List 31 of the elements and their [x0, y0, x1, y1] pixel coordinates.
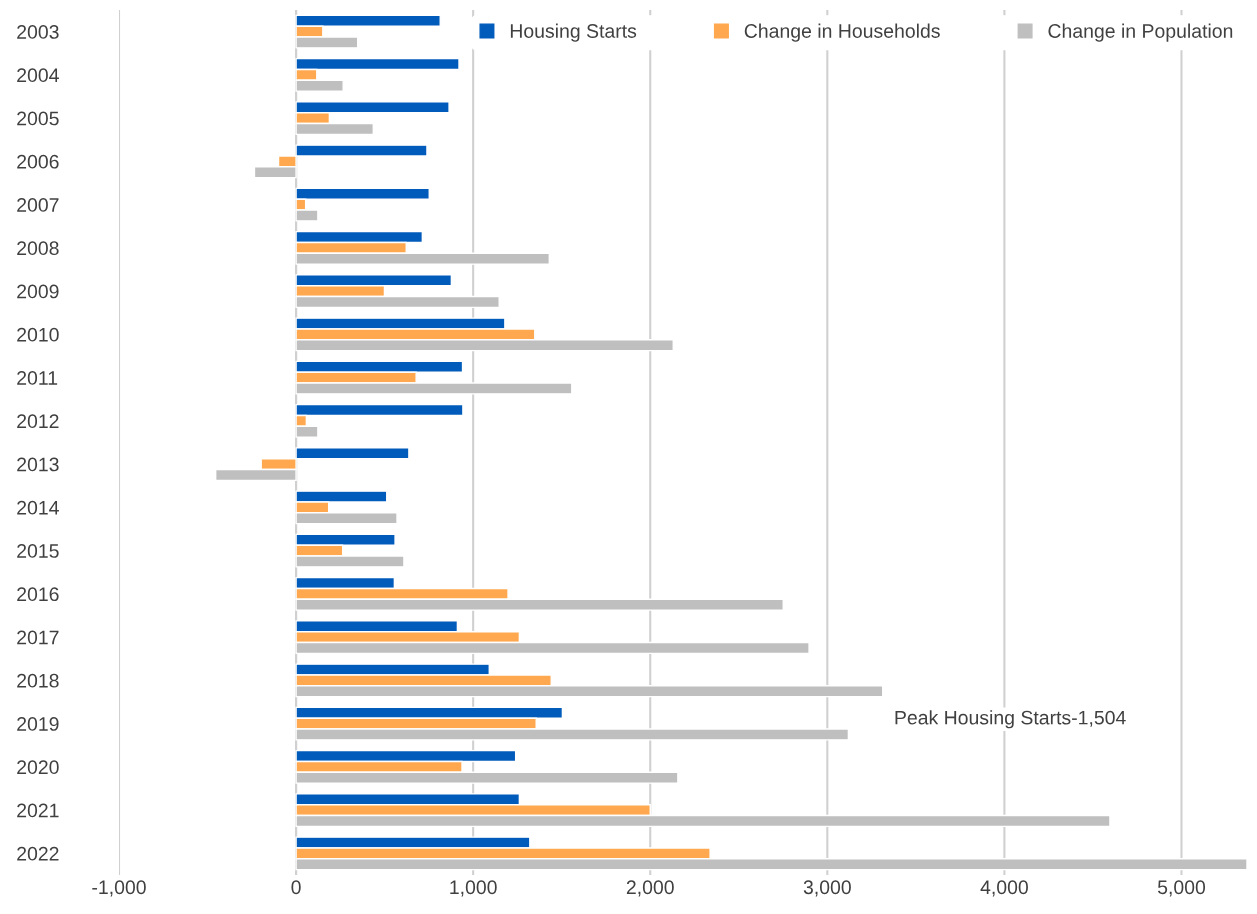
y-tick-label: 2013 [17, 457, 59, 472]
x-tick-label: 2,000 [626, 880, 674, 897]
legend-label: Housing Starts [510, 23, 637, 42]
y-tick-label: 2005 [17, 111, 59, 126]
legend-label: Change in Population [1048, 23, 1233, 42]
y-tick-label: 2009 [17, 284, 59, 299]
legend-label: Change in Households [744, 23, 940, 42]
y-tick-label: 2007 [17, 198, 59, 212]
y-tick-label: 2015 [17, 544, 59, 558]
annotation: Peak Housing Starts-1,504 [895, 710, 1126, 729]
x-tick-label: 0 [291, 880, 301, 895]
y-tick-label: 2021 [17, 803, 59, 818]
y-tick-label: 2003 [17, 25, 59, 39]
y-tick-label: 2011 [17, 371, 58, 385]
x-tick-label: 3,000 [803, 880, 851, 897]
y-tick-label: 2010 [17, 327, 59, 342]
y-tick-label: 2008 [17, 241, 59, 256]
y-tick-label: 2012 [17, 414, 59, 429]
x-tick-label: -1,000 [92, 880, 146, 897]
y-tick-label: 2014 [17, 500, 59, 515]
y-tick-label: 2017 [17, 630, 59, 645]
y-tick-label: 2016 [17, 587, 59, 602]
y-tick-label: 2022 [17, 846, 59, 861]
y-tick-label: 2019 [17, 717, 59, 731]
x-tick-label: 4,000 [980, 880, 1028, 897]
y-tick-label: 2020 [17, 760, 59, 775]
x-tick-label: 5,000 [1157, 880, 1206, 897]
y-tick-label: 2006 [17, 154, 59, 169]
y-tick-label: 2004 [17, 68, 59, 83]
x-tick-label: 1,000 [450, 880, 497, 897]
y-tick-label: 2018 [17, 673, 59, 688]
